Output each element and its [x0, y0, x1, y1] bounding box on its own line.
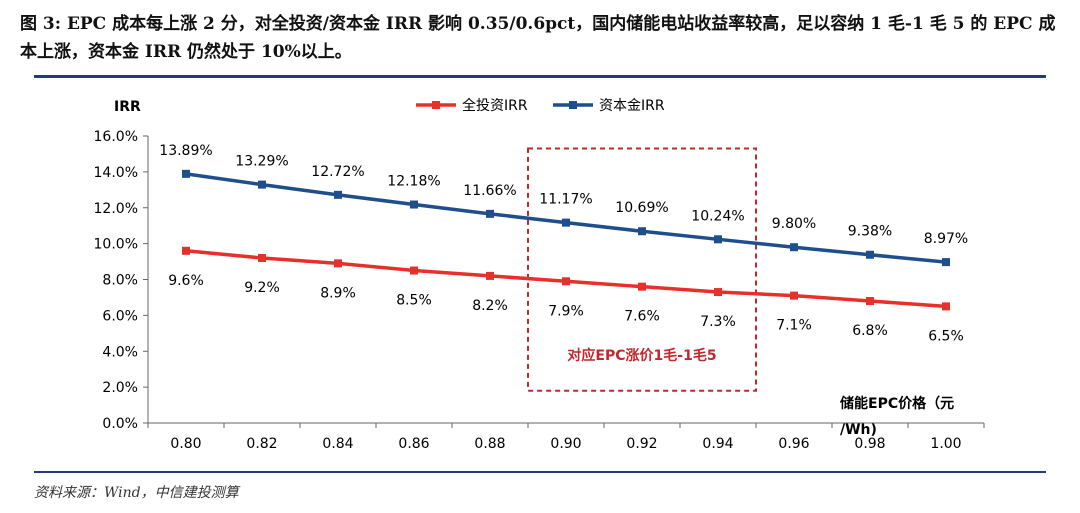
- figure-title: 图 3: EPC 成本每上涨 2 分，对全投资/资本金 IRR 影响 0.35/…: [20, 14, 1056, 62]
- y-tick-label: 6.0%: [102, 308, 138, 324]
- y-tick-label: 10.0%: [94, 237, 138, 253]
- y-tick-label: 2.0%: [102, 380, 138, 396]
- legend-label: 资本金IRR: [599, 98, 665, 114]
- data-label: 8.5%: [396, 293, 432, 309]
- data-label: 8.97%: [924, 231, 968, 247]
- x-tick-label: 0.92: [626, 436, 657, 452]
- data-point: [182, 169, 190, 178]
- y-tick-label: 4.0%: [102, 344, 138, 360]
- bottom-rule: [34, 471, 1046, 473]
- data-label: 11.17%: [539, 192, 592, 208]
- y-tick-label: 14.0%: [94, 165, 138, 181]
- data-point: [942, 302, 950, 311]
- data-point: [714, 235, 722, 244]
- x-axis-label-line2: /Wh): [840, 422, 877, 438]
- data-point: [486, 209, 494, 218]
- data-point: [790, 243, 798, 252]
- data-label: 9.80%: [772, 216, 816, 232]
- data-label: 6.8%: [852, 323, 888, 339]
- data-point: [410, 200, 418, 209]
- legend: 全投资IRR 资本金IRR: [416, 97, 665, 114]
- data-point: [638, 227, 646, 236]
- data-label: 7.1%: [776, 318, 812, 334]
- x-tick-label: 0.90: [550, 436, 581, 452]
- data-point: [866, 297, 874, 306]
- annotation-box: [527, 147, 757, 392]
- data-point: [258, 253, 266, 262]
- data-label: 10.69%: [615, 200, 668, 216]
- data-label: 10.24%: [691, 208, 744, 224]
- data-label: 13.29%: [235, 154, 288, 170]
- annotation-text: 对应EPC涨价1毛-1毛5: [567, 347, 716, 364]
- data-point: [942, 258, 950, 267]
- legend-label: 全投资IRR: [462, 97, 528, 114]
- x-tick-label: 0.82: [246, 436, 277, 452]
- y-tick-label: 8.0%: [102, 273, 138, 289]
- plot-area: 0.0% 2.0% 4.0% 6.0% 8.0% 10.0% 12.0% 14.0% 16.0%…: [94, 129, 985, 452]
- data-label: 8.9%: [320, 285, 356, 301]
- data-point: [182, 246, 190, 255]
- y-axis-label: IRR: [114, 99, 141, 115]
- data-label: 7.9%: [548, 303, 584, 319]
- top-rule: [34, 75, 1046, 78]
- y-tick-label: 16.0%: [94, 129, 138, 145]
- data-label: 7.6%: [624, 309, 660, 325]
- data-label: 12.72%: [311, 164, 364, 180]
- x-tick-label: 0.88: [474, 436, 505, 452]
- data-point: [258, 180, 266, 189]
- data-point: [562, 218, 570, 227]
- x-tick-label: 0.98: [854, 436, 885, 452]
- data-point: [714, 288, 722, 297]
- data-point: [334, 190, 342, 199]
- data-label: 13.89%: [159, 143, 212, 159]
- data-label: 9.2%: [244, 280, 280, 296]
- data-label: 9.38%: [848, 224, 892, 240]
- data-point: [486, 271, 494, 280]
- data-point: [638, 282, 646, 291]
- x-tick-label: 1.00: [930, 436, 961, 452]
- data-label: 12.18%: [387, 174, 440, 190]
- data-label: 6.5%: [928, 328, 964, 344]
- data-point: [562, 277, 570, 286]
- data-label: 11.66%: [463, 183, 516, 199]
- legend-swatch-marker: [569, 101, 577, 109]
- data-point: [410, 266, 418, 275]
- series-line-equity-irr: [185, 172, 947, 264]
- x-tick-label: 0.94: [702, 436, 733, 452]
- data-label: 9.6%: [168, 273, 204, 289]
- x-tick-label: 0.96: [778, 436, 809, 452]
- data-point: [334, 259, 342, 268]
- source-note: 资料来源：Wind，中信建投测算: [34, 485, 239, 501]
- x-axis-label-line1: 储能EPC价格（元: [839, 395, 954, 412]
- data-point: [866, 250, 874, 259]
- x-tick-label: 0.84: [322, 436, 353, 452]
- data-point: [790, 291, 798, 300]
- y-tick-label: 0.0%: [102, 416, 138, 432]
- data-label: 8.2%: [472, 298, 508, 314]
- legend-swatch-marker: [432, 101, 440, 109]
- x-tick-label: 0.80: [170, 436, 201, 452]
- x-tick-label: 0.86: [398, 436, 429, 452]
- y-tick-label: 12.0%: [94, 201, 138, 217]
- data-label: 7.3%: [700, 314, 736, 330]
